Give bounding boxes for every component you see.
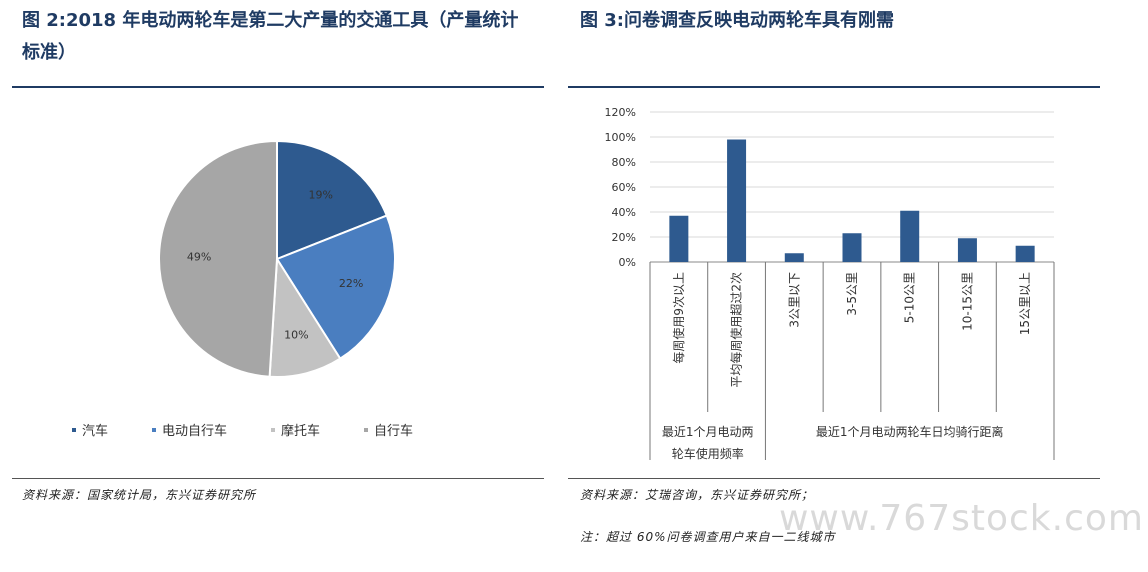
legend-item-0: 汽车 <box>72 420 108 439</box>
x-category-label-5: 10-15公里 <box>960 272 974 331</box>
legend-item-1: 电动自行车 <box>152 420 227 439</box>
left-panel: 图 2:2018 年电动两轮车是第二大产量的交通工具（产量统计 标准） 19% 2… <box>0 0 560 572</box>
x-category-label-6: 15公里以上 <box>1018 272 1032 335</box>
right-title: 图 3:问卷调查反映电动两轮车具有刚需 <box>580 10 894 31</box>
bar-1 <box>727 139 747 262</box>
watermark: www.767stock.com <box>778 498 1144 539</box>
left-source-rule <box>12 478 544 479</box>
pie-chart: 19% 22% 10% 49% <box>158 139 396 378</box>
legend-swatch-2 <box>271 427 276 432</box>
y-tick-0: 0% <box>619 256 636 269</box>
left-title-line2: 标准） <box>22 42 76 63</box>
x-category-label-2: 3公里以下 <box>787 272 801 328</box>
legend-swatch-1 <box>152 427 157 432</box>
right-source: 资料来源：艾瑞咨询，东兴证券研究所； <box>580 488 815 502</box>
y-tick-6: 120% <box>605 106 636 119</box>
legend-swatch-3 <box>364 427 369 432</box>
bar-3 <box>842 233 862 262</box>
y-tick-2: 40% <box>612 206 636 219</box>
right-panel: 图 3:问卷调查反映电动两轮车具有刚需 0% 20% 40% 60% 80% 100% 12… <box>568 0 1148 572</box>
bar-0 <box>669 215 689 262</box>
x-category-label-0: 每周使用9次以上 <box>671 272 686 364</box>
legend-label-2: 摩托车 <box>281 424 321 439</box>
right-source-rule <box>568 478 1100 479</box>
bar-4 <box>900 210 920 262</box>
left-title-line1: 图 2:2018 年电动两轮车是第二大产量的交通工具（产量统计 <box>22 10 519 31</box>
y-tick-5: 100% <box>605 131 636 144</box>
pie-label-1: 22% <box>339 277 363 290</box>
right-title-rule <box>568 86 1100 88</box>
group-label-0-line1: 最近1个月电动两 <box>662 425 754 439</box>
pie-label-0: 19% <box>309 189 333 202</box>
legend-item-3: 自行车 <box>364 420 413 439</box>
group-label-1-line1: 最近1个月电动两轮车日均骑行距离 <box>816 424 1004 439</box>
legend-label-1: 电动自行车 <box>162 424 228 439</box>
left-source: 资料来源：国家统计局，东兴证券研究所 <box>22 488 257 502</box>
legend-swatch-0 <box>72 427 76 432</box>
legend-label-0: 汽车 <box>82 424 109 439</box>
x-category-label-1: 平均每周使用超过2次 <box>729 272 744 388</box>
bar-5 <box>957 238 977 262</box>
left-title-rule <box>12 86 544 88</box>
y-tick-4: 80% <box>612 156 636 169</box>
bar-6 <box>1015 245 1035 262</box>
group-label-0-line2: 轮车使用频率 <box>672 446 744 461</box>
x-category-label-3: 3-5公里 <box>845 272 859 316</box>
pie-slice-0 <box>276 139 389 261</box>
y-tick-3: 60% <box>612 181 636 194</box>
pie-slice-1 <box>275 214 396 361</box>
y-tick-1: 20% <box>612 231 636 244</box>
pie-legend: 汽车 电动自行车 摩托车 自行车 <box>72 420 413 439</box>
pie-slice-3 <box>158 139 278 378</box>
right-note: 注：超过 60%问卷调查用户来自一二线城市 <box>580 530 836 544</box>
bar-chart: 0% 20% 40% 60% 80% 100% 120% 每周使用9次以上 平均每周使用超过2次… <box>605 106 1055 461</box>
legend-item-2: 摩托车 <box>271 420 320 439</box>
legend-label-3: 自行车 <box>374 424 414 439</box>
bar-2 <box>784 253 804 262</box>
pie-slice-2 <box>268 255 342 378</box>
x-category-label-4: 5-10公里 <box>903 272 917 323</box>
pie-label-2: 10% <box>284 328 308 341</box>
pie-label-3: 49% <box>187 251 211 264</box>
